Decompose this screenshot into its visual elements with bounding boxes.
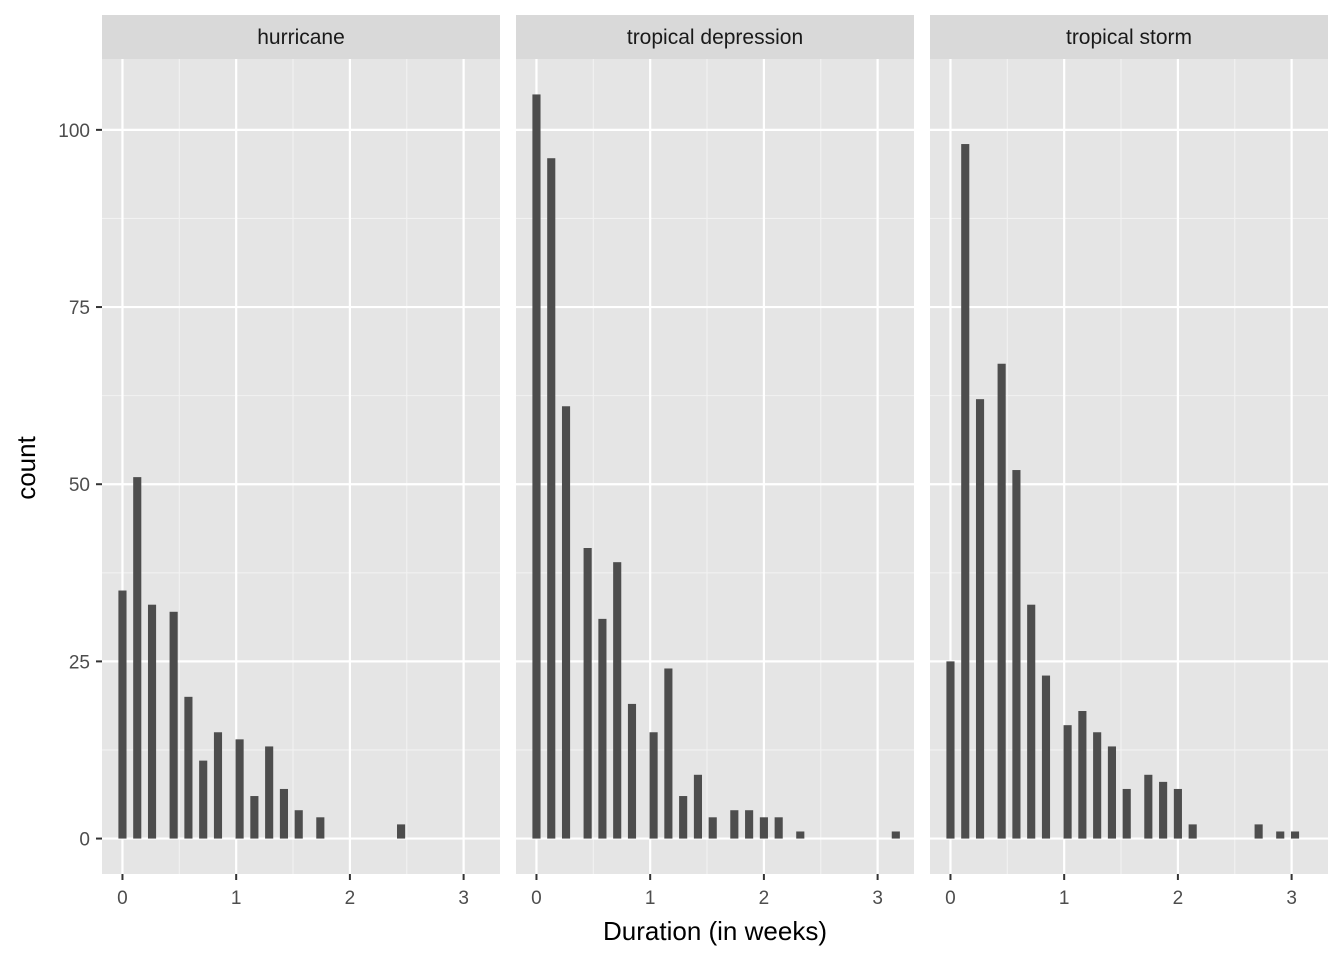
x-tick-label: 0 bbox=[117, 888, 128, 909]
x-tick-label: 3 bbox=[458, 888, 469, 909]
y-axis: 0 25 50 75 100 bbox=[58, 121, 102, 851]
histogram-bar bbox=[759, 817, 768, 839]
histogram-bar bbox=[583, 548, 592, 839]
histogram-bar bbox=[598, 618, 607, 839]
y-axis-title: count bbox=[11, 435, 41, 499]
histogram-bar bbox=[693, 774, 703, 839]
histogram-bar bbox=[708, 817, 717, 839]
histogram-bar bbox=[1173, 788, 1182, 839]
histogram-bar bbox=[250, 796, 259, 839]
x-tick-label: 0 bbox=[531, 888, 542, 909]
histogram-bar bbox=[664, 668, 673, 839]
histogram-bar bbox=[1012, 470, 1021, 839]
histogram-bar bbox=[547, 158, 556, 839]
y-tick-label: 100 bbox=[58, 121, 90, 142]
facet-strip-label: hurricane bbox=[257, 26, 345, 49]
histogram-bar bbox=[975, 399, 985, 839]
histogram-bar bbox=[627, 703, 637, 839]
x-tick-label: 3 bbox=[872, 888, 883, 909]
panel-0: hurricane 0 1 2 3 bbox=[102, 15, 500, 909]
histogram-bar bbox=[118, 590, 127, 839]
histogram-bar bbox=[679, 796, 688, 839]
panel-2: tropical storm 0 1 2 3 bbox=[930, 15, 1328, 909]
histogram-bar bbox=[1290, 831, 1300, 839]
histogram-bar bbox=[774, 817, 783, 839]
x-tick-label: 2 bbox=[345, 888, 356, 909]
histogram-bar bbox=[1122, 788, 1131, 839]
histogram-bar bbox=[1107, 746, 1117, 839]
facet-strip bbox=[516, 15, 914, 59]
histogram-bar bbox=[279, 788, 289, 839]
histogram-bar bbox=[199, 760, 208, 839]
histogram-bar bbox=[946, 661, 955, 839]
histogram-bar bbox=[1254, 824, 1263, 839]
histogram-bar bbox=[213, 732, 223, 839]
histogram-bar bbox=[1078, 711, 1087, 839]
histogram-bar bbox=[184, 696, 193, 839]
histogram-bar bbox=[532, 94, 541, 839]
y-tick-label: 0 bbox=[79, 830, 90, 851]
histogram-bar bbox=[169, 611, 178, 839]
histogram-bar bbox=[961, 144, 970, 839]
histogram-bar bbox=[1027, 604, 1036, 839]
facet-strip-label: tropical depression bbox=[627, 26, 803, 49]
histogram-bar bbox=[1093, 732, 1102, 839]
histogram-bar bbox=[294, 810, 303, 839]
x-axis-title: Duration (in weeks) bbox=[603, 916, 827, 946]
x-tick-label: 0 bbox=[945, 888, 956, 909]
panel-background bbox=[516, 59, 914, 874]
histogram-bar bbox=[1144, 774, 1153, 839]
histogram-bar bbox=[561, 406, 571, 839]
histogram-bar bbox=[649, 732, 658, 839]
facet-strip bbox=[102, 15, 500, 59]
x-tick-label: 2 bbox=[1173, 888, 1184, 909]
histogram-bar bbox=[730, 810, 739, 839]
panel-1: tropical depression 0 1 2 3 bbox=[516, 15, 914, 909]
x-tick-label: 1 bbox=[1059, 888, 1070, 909]
histogram-bar bbox=[796, 831, 805, 839]
y-tick-label: 75 bbox=[69, 298, 90, 319]
histogram-bar bbox=[1041, 675, 1051, 839]
x-tick-label: 1 bbox=[645, 888, 656, 909]
panel-background bbox=[930, 59, 1328, 874]
histogram-bar bbox=[745, 810, 754, 839]
facet-strip bbox=[930, 15, 1328, 59]
y-tick-label: 25 bbox=[69, 652, 90, 673]
panel-background bbox=[102, 59, 500, 874]
histogram-bar bbox=[1188, 824, 1197, 839]
histogram-bar bbox=[133, 477, 142, 839]
histogram-bar bbox=[1159, 781, 1168, 839]
histogram-bar bbox=[1063, 725, 1072, 839]
histogram-bar bbox=[235, 739, 244, 839]
x-tick-label: 3 bbox=[1286, 888, 1297, 909]
x-tick-label: 2 bbox=[759, 888, 770, 909]
histogram-bar bbox=[891, 831, 900, 839]
y-tick-label: 50 bbox=[69, 475, 90, 496]
histogram-bar bbox=[613, 562, 622, 839]
facet-strip-label: tropical storm bbox=[1066, 26, 1192, 49]
histogram-bar bbox=[265, 746, 274, 839]
histogram-bar bbox=[147, 604, 157, 839]
histogram-bar bbox=[397, 824, 406, 839]
histogram-bar bbox=[316, 817, 325, 839]
x-tick-label: 1 bbox=[231, 888, 242, 909]
histogram-bar bbox=[1276, 831, 1285, 839]
histogram-bar bbox=[997, 363, 1006, 839]
